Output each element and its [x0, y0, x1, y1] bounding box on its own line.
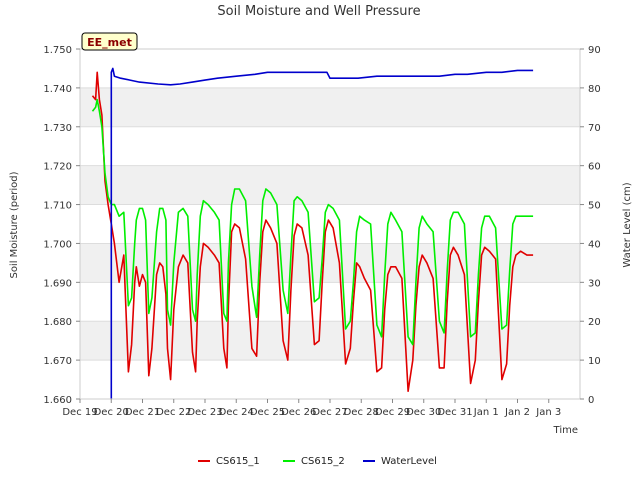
x-tick-label: Dec 22	[156, 407, 191, 418]
x-axis-label: Time	[553, 425, 578, 436]
x-tick-label: Dec 19	[62, 407, 97, 418]
x-tick-label: Dec 27	[312, 407, 347, 418]
y2-tick-label: 60	[588, 162, 601, 173]
y-tick-label: 1.730	[43, 123, 72, 134]
x-tick-label: Dec 29	[375, 407, 410, 418]
y-axis-label: Soil Moisture (period)	[9, 171, 20, 278]
y-tick-label: 1.690	[43, 278, 72, 289]
y2-tick-label: 20	[588, 317, 601, 328]
background-band	[80, 165, 580, 205]
x-tick-label: Dec 26	[281, 407, 316, 418]
y2-tick-label: 30	[588, 278, 601, 289]
station-badge-box	[81, 32, 138, 51]
y-tick-label: 1.700	[43, 239, 72, 250]
station-badge-label: EE_met	[87, 36, 132, 49]
x-tick-label: Jan 2	[504, 407, 530, 418]
y2-tick-label: 90	[588, 45, 601, 56]
y2-tick-label: 80	[588, 84, 601, 95]
background-band	[80, 321, 580, 361]
legend-label-waterlevel: WaterLevel	[381, 456, 437, 467]
station-badge: EE_met	[81, 32, 138, 51]
y2-tick-label: 50	[588, 201, 601, 212]
x-tick-label: Dec 30	[406, 407, 441, 418]
y-tick-label: 1.670	[43, 356, 72, 367]
x-tick-label: Dec 23	[187, 407, 222, 418]
y-tick-label: 1.750	[43, 45, 72, 56]
chart-title: Soil Moisture and Well Pressure	[217, 4, 420, 19]
x-tick-label: Jan 3	[535, 407, 561, 418]
y-tick-label: 1.710	[43, 201, 72, 212]
x-tick-label: Jan 1	[473, 407, 499, 418]
x-tick-label: Dec 24	[219, 407, 254, 418]
x-tick-label: Dec 28	[344, 407, 379, 418]
series-line-cs615-2	[91, 98, 534, 346]
background-band	[80, 87, 580, 127]
y2-axis-ticks: 0 10 20 30 40 50 60 70 80 90	[580, 45, 601, 406]
x-tick-label: Dec 20	[94, 407, 129, 418]
y2-tick-label: 40	[588, 239, 601, 250]
background-bands	[80, 87, 580, 361]
x-tick-label: Dec 21	[125, 407, 160, 418]
y2-tick-label: 0	[588, 395, 594, 406]
x-tick-label: Dec 25	[250, 407, 285, 418]
legend-label-cs615-1: CS615_1	[216, 456, 260, 467]
series-line-waterlevel	[110, 67, 534, 399]
y-tick-label: 1.680	[43, 317, 72, 328]
legend-label-cs615-2: CS615_2	[301, 456, 345, 467]
series-layer	[91, 67, 534, 399]
y-tick-label: 1.740	[43, 84, 72, 95]
y2-axis-label: Water Level (cm)	[622, 182, 633, 267]
y-tick-label: 1.660	[43, 395, 72, 406]
series-line-cs615-1	[91, 71, 534, 393]
y-axis-ticks: 1.660 1.670 1.680 1.690 1.700 1.710 1.720 1.730…	[43, 45, 80, 406]
y2-tick-label: 70	[588, 123, 601, 134]
y-tick-label: 1.720	[43, 162, 72, 173]
x-tick-label: Dec 31	[437, 407, 472, 418]
legend: CS615_1 CS615_2 WaterLevel	[198, 456, 437, 467]
y2-tick-label: 10	[588, 356, 601, 367]
